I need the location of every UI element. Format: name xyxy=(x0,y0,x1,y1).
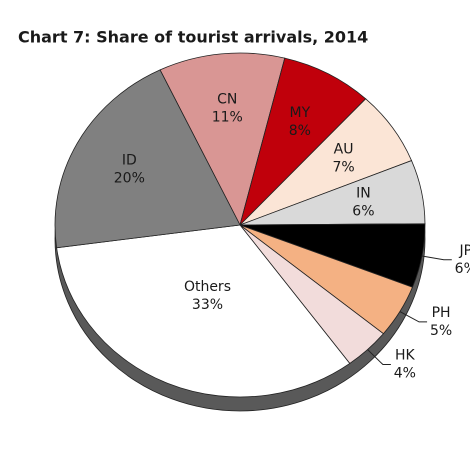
pie-slice xyxy=(56,224,351,398)
slice-label: HK xyxy=(395,348,416,364)
leader-line xyxy=(367,349,391,366)
leader-line xyxy=(421,255,452,261)
pie-slice xyxy=(54,69,241,249)
slice-label: CN xyxy=(217,92,237,108)
slice-value-label: 8% xyxy=(289,123,311,139)
leader-line xyxy=(399,311,428,323)
slice-label: PH xyxy=(432,305,451,321)
slice-value-label: 4% xyxy=(394,366,416,382)
slice-value-label: 20% xyxy=(114,170,145,186)
slice-label: Others xyxy=(184,279,231,295)
slice-value-label: 33% xyxy=(192,297,223,313)
slice-label: JP xyxy=(459,243,470,259)
slice-value-label: 5% xyxy=(430,323,452,339)
slice-value-label: 6% xyxy=(352,203,374,219)
chart-title: Chart 7: Share of tourist arrivals, 2014 xyxy=(18,28,368,47)
slice-label: AU xyxy=(334,142,354,158)
slice-label: ID xyxy=(122,152,137,168)
slice-value-label: 7% xyxy=(332,160,354,176)
slice-label: IN xyxy=(356,185,371,201)
slice-value-label: 11% xyxy=(212,110,243,126)
pie-slice xyxy=(239,57,367,227)
slice-label: MY xyxy=(290,105,311,121)
slice-value-label: 6% xyxy=(455,261,470,277)
pie-slice xyxy=(159,52,286,227)
